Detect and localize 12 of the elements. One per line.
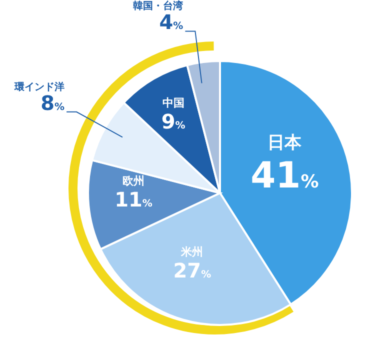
slice-label: 韓国・台湾 (133, 0, 184, 12)
data-label: 11% (114, 188, 152, 212)
slice-label: 米州 (180, 246, 204, 259)
data-label: 9% (161, 110, 186, 134)
slice-label: 中国 (162, 96, 184, 110)
slice-label: 欧州 (122, 174, 145, 188)
data-label: 4% (159, 10, 184, 34)
data-label: 8% (40, 90, 65, 115)
slice-label: 日本 (268, 132, 303, 153)
data-label: 41% (250, 156, 319, 197)
slice-label: 環インド洋 (14, 80, 65, 93)
data-label: 27% (173, 258, 212, 283)
